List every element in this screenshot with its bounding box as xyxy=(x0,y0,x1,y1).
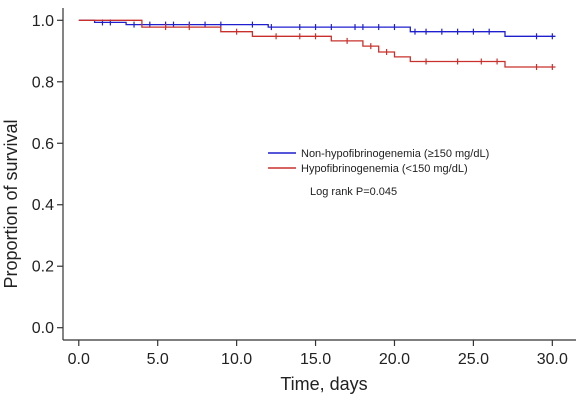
x-tick-label: 0.0 xyxy=(68,351,90,368)
y-tick-label: 0.6 xyxy=(32,136,54,153)
non-hypofibrinogenemia-curve xyxy=(78,19,556,37)
x-tick-label: 20.0 xyxy=(379,351,410,368)
log-rank-annotation: Log rank P=0.045 xyxy=(310,186,397,198)
x-tick-label: 15.0 xyxy=(300,351,331,368)
legend-label-non-hypofibrinogenemia: Non-hypofibrinogenemia (≥150 mg/dL) xyxy=(301,148,489,160)
y-tick-label: 0.4 xyxy=(32,197,54,214)
hypofibrinogenemia-curve xyxy=(78,19,556,68)
y-axis-title: Proportion of survival xyxy=(1,119,21,288)
axes: 0.0 0.2 0.4 0.6 0.8 1.0 0.0 5.0 10.0 15.0 20.0 25.0… xyxy=(32,8,576,368)
x-axis-title: Time, days xyxy=(280,374,367,394)
x-tick-label: 5.0 xyxy=(147,351,169,368)
y-tick-label: 0.8 xyxy=(32,74,54,91)
x-tick-label: 10.0 xyxy=(221,351,252,368)
legend-label-hypofibrinogenemia: Hypofibrinogenemia (<150 mg/dL) xyxy=(301,163,468,175)
y-tick-label: 1.0 xyxy=(32,13,54,30)
y-tick-label: 0.0 xyxy=(32,320,54,337)
x-tick-label: 30.0 xyxy=(537,351,568,368)
series-layer xyxy=(78,19,556,71)
y-tick-label: 0.2 xyxy=(32,259,54,276)
legend: Non-hypofibrinogenemia (≥150 mg/dL) Hypof… xyxy=(268,148,489,175)
x-tick-label: 25.0 xyxy=(458,351,489,368)
